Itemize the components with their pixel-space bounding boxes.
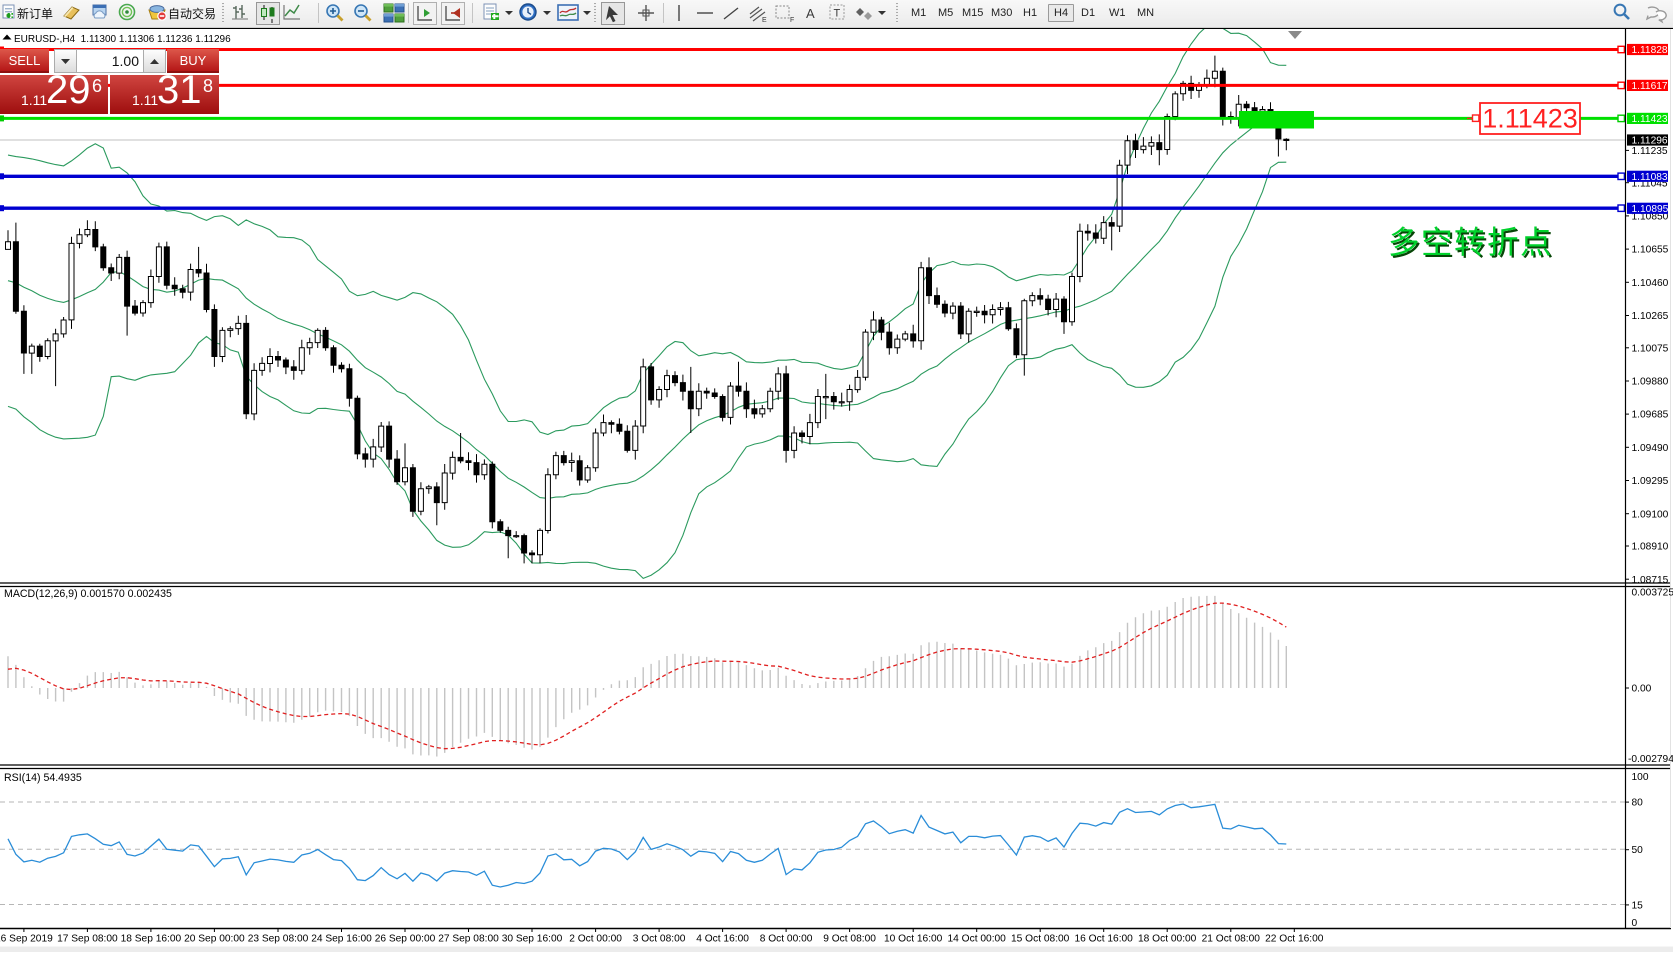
svg-text:0: 0	[1632, 918, 1638, 929]
svg-text:F: F	[790, 17, 794, 24]
svg-text:20 Sep 00:00: 20 Sep 00:00	[184, 934, 245, 945]
svg-text:1.09685: 1.09685	[1632, 410, 1669, 421]
svg-text:1.11235: 1.11235	[1632, 146, 1668, 157]
svg-text:18 Sep 16:00: 18 Sep 16:00	[121, 934, 182, 945]
svg-text:16 Oct 16:00: 16 Oct 16:00	[1075, 934, 1134, 945]
svg-text:1.11617: 1.11617	[1632, 81, 1668, 92]
svg-text:1.11828: 1.11828	[1632, 45, 1668, 56]
svg-text:15 Oct 08:00: 15 Oct 08:00	[1011, 934, 1070, 945]
svg-text:18 Oct 00:00: 18 Oct 00:00	[1138, 934, 1197, 945]
svg-text:1.11423: 1.11423	[1482, 104, 1578, 134]
svg-text:14 Oct 00:00: 14 Oct 00:00	[948, 934, 1007, 945]
svg-text:1.10895: 1.10895	[1632, 204, 1669, 215]
svg-text:1.11423: 1.11423	[1632, 114, 1668, 125]
svg-text:1.10655: 1.10655	[1632, 245, 1669, 256]
svg-text:100: 100	[1632, 772, 1649, 783]
svg-text:MACD(12,26,9) 0.001570 0.00243: MACD(12,26,9) 0.001570 0.002435	[4, 588, 172, 600]
svg-text:1.09100: 1.09100	[1632, 509, 1669, 520]
svg-text:8 Oct 00:00: 8 Oct 00:00	[760, 934, 813, 945]
svg-text:27 Sep 08:00: 27 Sep 08:00	[438, 934, 499, 945]
svg-text:0.00: 0.00	[1632, 684, 1652, 695]
svg-text:21 Oct 08:00: 21 Oct 08:00	[1202, 934, 1261, 945]
svg-text:2 Oct 00:00: 2 Oct 00:00	[569, 934, 622, 945]
svg-text:1.11083: 1.11083	[1632, 172, 1668, 183]
svg-text:多空转折点: 多空转折点	[1388, 224, 1553, 260]
svg-text:16 Sep 2019: 16 Sep 2019	[0, 934, 53, 945]
svg-text:3 Oct 08:00: 3 Oct 08:00	[633, 934, 686, 945]
svg-text:23 Sep 08:00: 23 Sep 08:00	[248, 934, 309, 945]
svg-text:1.09880: 1.09880	[1632, 377, 1669, 388]
svg-text:0.003725: 0.003725	[1632, 588, 1673, 599]
svg-text:1.09490: 1.09490	[1632, 443, 1669, 454]
svg-text:1.09295: 1.09295	[1632, 476, 1669, 487]
svg-text:EURUSD-,H4 1.11300 1.11306 1.: EURUSD-,H4 1.11300 1.11306 1.11236 1.112…	[14, 34, 231, 45]
svg-text:1.08910: 1.08910	[1632, 542, 1669, 553]
svg-text:T: T	[834, 8, 841, 20]
svg-text:1.10265: 1.10265	[1632, 311, 1669, 322]
svg-text:E: E	[762, 17, 767, 24]
svg-text:-0.002794: -0.002794	[1628, 754, 1673, 765]
svg-text:4 Oct 16:00: 4 Oct 16:00	[696, 934, 749, 945]
svg-text:15: 15	[1632, 900, 1644, 911]
svg-text:1.10075: 1.10075	[1632, 343, 1669, 354]
svg-text:9 Oct 08:00: 9 Oct 08:00	[823, 934, 876, 945]
svg-text:80: 80	[1632, 798, 1644, 809]
svg-text:1.10460: 1.10460	[1632, 278, 1669, 289]
svg-text:10 Oct 16:00: 10 Oct 16:00	[884, 934, 943, 945]
svg-text:1.08715: 1.08715	[1632, 575, 1669, 586]
svg-text:22 Oct 16:00: 22 Oct 16:00	[1265, 934, 1324, 945]
svg-text:A: A	[806, 6, 815, 21]
svg-text:30 Sep 16:00: 30 Sep 16:00	[502, 934, 563, 945]
svg-text:50: 50	[1632, 845, 1644, 856]
svg-text:26 Sep 00:00: 26 Sep 00:00	[375, 934, 436, 945]
svg-text:17 Sep 08:00: 17 Sep 08:00	[57, 934, 118, 945]
svg-text:1.11296: 1.11296	[1632, 136, 1668, 147]
svg-text:24 Sep 16:00: 24 Sep 16:00	[311, 934, 372, 945]
svg-text:RSI(14) 54.4935: RSI(14) 54.4935	[4, 772, 82, 784]
